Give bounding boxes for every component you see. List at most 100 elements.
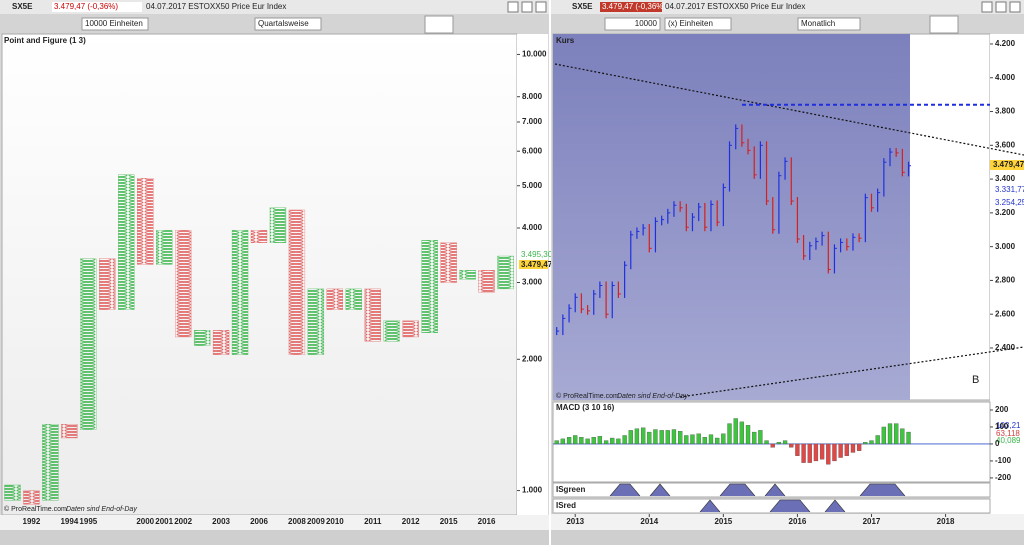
win-button[interactable] [981, 1, 993, 13]
macd-bar [659, 430, 664, 445]
macd-bar [869, 440, 874, 445]
quote-box [600, 2, 662, 12]
y-tick-label: 3.800 [995, 107, 1016, 116]
y-axis-area [517, 34, 548, 515]
macd-bar [647, 431, 652, 445]
pf-panel [1, 33, 518, 516]
x-tick-label: 1995 [79, 517, 97, 526]
macd-bar [616, 438, 621, 445]
x-tick-label: 2016 [789, 517, 807, 526]
macd-tag: 103,21 [996, 421, 1021, 430]
macd-bar [875, 435, 880, 445]
period-dropdown[interactable] [797, 17, 861, 31]
macd-bar [733, 418, 738, 445]
macd-bar [702, 437, 707, 445]
y-tick-label: 100 [995, 422, 1009, 431]
macd-bar [819, 443, 825, 460]
win-button[interactable] [521, 1, 533, 13]
price-shade [553, 34, 910, 400]
period: Monatlich [801, 19, 835, 28]
macd-bar [721, 433, 726, 445]
macd-bar [850, 443, 856, 453]
win-button[interactable] [995, 1, 1007, 13]
x-column [459, 270, 476, 280]
macd-bar [671, 429, 677, 445]
macd-bar [653, 429, 658, 445]
macd-bar [894, 423, 899, 445]
macd-title: MACD (3 10 16) [556, 403, 615, 412]
symbol: SX5E [12, 2, 33, 11]
macd-bar [610, 437, 615, 445]
x-tick-label: 2003 [212, 517, 230, 526]
macd-bar [832, 443, 837, 462]
macd-bar [801, 443, 806, 463]
macd-bar [591, 437, 596, 445]
macd-bar [715, 437, 720, 445]
y-tick-label: -200 [995, 473, 1012, 482]
macd-bar [770, 443, 775, 448]
macd-bar [764, 440, 769, 445]
tag [519, 260, 548, 269]
y-tick-label: 3.000 [995, 242, 1016, 251]
info: 04.07.2017 ESTOXX50 Price Eur Index [665, 2, 805, 11]
x-axis-area [0, 515, 549, 530]
x-tick-label: 1992 [23, 517, 41, 526]
units: (x) Einheiten [668, 19, 713, 28]
x-tick-label: 1994 [60, 517, 78, 526]
chart-button[interactable] [424, 15, 454, 34]
macd-bar [795, 443, 800, 456]
x-column [193, 330, 211, 346]
win-button[interactable] [1009, 1, 1021, 13]
o-column [364, 288, 381, 342]
units-dropdown[interactable] [81, 17, 149, 31]
o-column [174, 230, 192, 338]
units: 10000 Einheiten [85, 19, 143, 28]
o-column [288, 209, 306, 355]
x-column [156, 230, 173, 265]
period-dropdown[interactable] [254, 17, 322, 31]
macd-bar [634, 428, 640, 445]
eod: Daten sind End-of-Day [617, 393, 688, 400]
x-tick-label: 2002 [174, 517, 192, 526]
x-tick-label: 2011 [364, 517, 382, 526]
macd-bar [906, 431, 911, 445]
price-tag: 3.331,77 [995, 185, 1024, 194]
eod: Daten sind End-of-Day [66, 506, 137, 513]
x-column [231, 230, 249, 355]
y-tick-label: 3.400 [995, 174, 1016, 183]
x-tick-label: 2012 [402, 517, 420, 526]
macd-bar [856, 443, 862, 451]
macd-bar [900, 428, 905, 445]
x-tick-label: 2000 [136, 517, 154, 526]
copyright: © ProRealTime.com [4, 505, 67, 513]
macd-bar [745, 425, 751, 445]
macd-bar [597, 436, 603, 445]
units-dropdown[interactable] [664, 17, 732, 31]
isgreen-shape [609, 483, 906, 497]
x-tick-label: 2013 [566, 517, 584, 526]
macd-tag: 40,089 [996, 436, 1021, 445]
color-down: #e04848 [0, 0, 4, 1]
period: Quartalsweise [258, 19, 309, 28]
o-column [326, 288, 344, 310]
x-tick-label: 2016 [478, 517, 496, 526]
o-column [478, 270, 495, 293]
y-tick-label: 8.000 [522, 92, 543, 101]
amount-box[interactable] [604, 17, 661, 31]
y-tick-label: 3.600 [995, 140, 1016, 149]
x-column [345, 288, 362, 310]
symbol: SX5E [572, 2, 593, 11]
y-tick-label: 6.000 [522, 146, 543, 155]
macd-bar [640, 427, 646, 445]
isred-title: ISred [556, 501, 576, 510]
y-tick-label: 1.000 [522, 486, 543, 495]
macd-bar [789, 443, 794, 448]
win-button[interactable] [507, 1, 519, 13]
macd-bar [579, 437, 584, 445]
o-column [23, 490, 40, 505]
y-tick-label: 3.000 [522, 278, 543, 287]
win-button[interactable] [535, 1, 547, 13]
chart-button[interactable] [929, 15, 959, 34]
isgreen-title: ISgreen [556, 485, 585, 494]
